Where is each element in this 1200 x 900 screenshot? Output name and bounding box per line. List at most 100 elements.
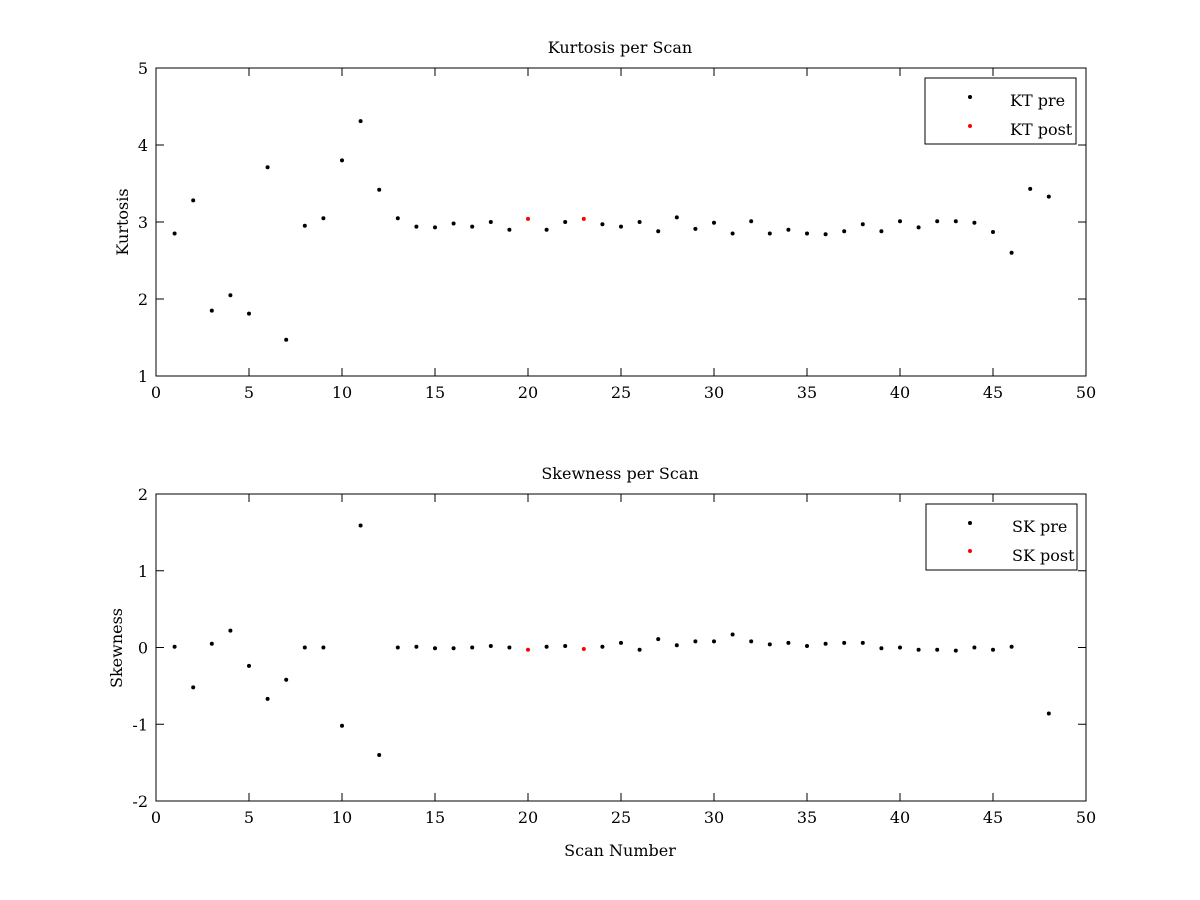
kurtosis-pre-point	[507, 227, 512, 232]
kurtosis-x-tick-label: 45	[983, 383, 1003, 402]
skewness-pre-point	[247, 663, 251, 668]
kurtosis-pre-point	[544, 227, 549, 232]
skewness-pre-point	[674, 643, 679, 648]
skewness-pre-point	[433, 646, 437, 651]
skewness-x-tick-label: 10	[332, 808, 352, 827]
skewness-pre-point	[991, 647, 995, 652]
skewness-post-point	[581, 647, 586, 651]
skewness-y-tick-label: 2	[138, 485, 148, 504]
skewness-legend-box	[925, 503, 1078, 571]
sk-pre-legend-marker	[968, 521, 972, 525]
skewness-pre-point	[767, 642, 772, 647]
kurtosis-pre-point	[916, 225, 921, 230]
skewness-x-tick-label: 35	[797, 808, 817, 827]
skewness-x-tick-label: 5	[244, 808, 254, 827]
kurtosis-y-tick-label: 2	[138, 290, 148, 309]
kurtosis-pre-point	[172, 231, 177, 236]
kurtosis-pre-point	[879, 229, 884, 234]
kurtosis-pre-point	[953, 219, 958, 224]
kurtosis-pre-point	[451, 221, 456, 226]
kurtosis-pre-point	[898, 219, 902, 224]
kurtosis-y-axis-label: Kurtosis	[113, 188, 132, 255]
kurtosis-pre-point	[191, 198, 196, 203]
skewness-pre-point	[712, 639, 716, 644]
skewness-y-tick-label: -2	[132, 792, 148, 811]
kurtosis-pre-point	[712, 220, 716, 225]
kurtosis-pre-point	[600, 222, 605, 227]
kurtosis-x-tick-label: 10	[332, 383, 352, 402]
kurtosis-pre-point	[377, 187, 382, 192]
skewness-x-tick-label: 45	[983, 808, 1003, 827]
skewness-pre-point	[377, 753, 382, 757]
kurtosis-post-point	[526, 216, 530, 221]
kurtosis-pre-point	[1009, 250, 1014, 255]
skewness-post-point	[526, 647, 530, 652]
skewness-legend: SK pre SK post	[925, 503, 1078, 571]
skewness-panel: Skewness per Scan Skewness Scan Number 0…	[107, 464, 1096, 860]
skewness-pre-point	[656, 637, 661, 642]
skewness-x-tick-label: 40	[890, 808, 910, 827]
kurtosis-x-tick-label: 25	[611, 383, 631, 402]
kurtosis-y-tick-label: 5	[138, 59, 148, 78]
kurtosis-pre-point	[414, 224, 419, 229]
skewness-data-points	[172, 523, 1051, 757]
skewness-pre-point	[395, 645, 400, 650]
skewness-pre-point	[265, 696, 270, 701]
skewness-pre-point	[544, 644, 549, 649]
skewness-pre-point	[172, 644, 177, 649]
skewness-pre-point	[637, 647, 642, 652]
skewness-pre-point	[842, 640, 847, 645]
kurtosis-pre-point	[470, 224, 475, 229]
skewness-y-tick-label: -1	[132, 715, 148, 734]
kurtosis-x-tick-label: 5	[244, 383, 254, 402]
skewness-x-tick-label: 20	[518, 808, 538, 827]
kt-post-legend-marker	[968, 124, 972, 128]
skewness-axis-ticks: 0 5 10 15 20 25 30 35 40 45 50 -2 -1 0 1 2	[132, 485, 1096, 827]
kurtosis-pre-point	[749, 219, 754, 224]
kt-pre-legend-marker	[968, 95, 972, 99]
skewness-pre-point	[209, 641, 214, 646]
kurtosis-pre-point	[358, 119, 363, 124]
skewness-pre-point	[1046, 711, 1051, 716]
skewness-pre-point	[470, 645, 475, 650]
sk-pre-legend-label: SK pre	[1012, 517, 1067, 536]
kurtosis-pre-point	[1028, 186, 1033, 191]
skewness-x-axis-label: Scan Number	[564, 841, 676, 860]
skewness-pre-point	[1009, 644, 1014, 649]
kurtosis-pre-point	[935, 219, 940, 224]
kurtosis-pre-point	[488, 220, 493, 224]
skewness-pre-point	[786, 640, 791, 645]
kurtosis-pre-point	[842, 229, 847, 234]
skewness-pre-point	[228, 628, 233, 633]
skewness-pre-point	[860, 640, 865, 645]
kurtosis-pre-point	[637, 220, 642, 224]
kurtosis-legend: KT pre KT post	[924, 77, 1077, 145]
kt-post-legend-label: KT post	[1010, 120, 1073, 139]
kurtosis-x-tick-label: 30	[704, 383, 724, 402]
skewness-pre-point	[879, 646, 884, 651]
kurtosis-x-tick-label: 50	[1076, 383, 1096, 402]
skewness-pre-point	[749, 639, 754, 644]
skewness-pre-point	[600, 644, 605, 649]
skewness-pre-point	[693, 639, 698, 644]
kurtosis-pre-point	[991, 230, 995, 234]
kurtosis-y-tick-label: 1	[138, 367, 148, 386]
kurtosis-y-tick-label: 4	[138, 136, 148, 155]
skewness-x-tick-label: 50	[1076, 808, 1096, 827]
kurtosis-pre-point	[228, 293, 233, 298]
kurtosis-x-tick-label: 35	[797, 383, 817, 402]
skewness-pre-point	[730, 632, 735, 637]
skewness-pre-point	[284, 677, 289, 682]
kurtosis-panel: Kurtosis per Scan Kurtosis 0 5 10 15 20 25 30 3…	[113, 38, 1096, 402]
skewness-pre-point	[358, 523, 363, 528]
skewness-pre-point	[507, 645, 512, 650]
kurtosis-pre-point	[656, 229, 661, 234]
kurtosis-pre-point	[209, 308, 214, 313]
kt-pre-legend-label: KT pre	[1010, 91, 1065, 110]
skewness-pre-point	[321, 645, 326, 650]
kurtosis-pre-point	[284, 337, 289, 342]
kurtosis-pre-point	[563, 220, 568, 224]
